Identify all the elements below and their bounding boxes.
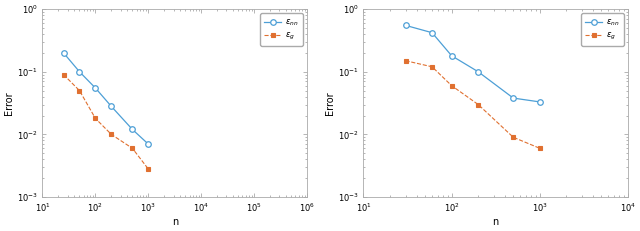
$\epsilon_{nn}$ bbox=[60, 52, 67, 54]
$\epsilon_{nn}$ bbox=[428, 31, 436, 34]
$\epsilon_g$ bbox=[428, 65, 436, 68]
Y-axis label: Error: Error bbox=[325, 91, 335, 115]
$\epsilon_g$ bbox=[509, 136, 517, 139]
$\epsilon_{nn}$ bbox=[448, 54, 456, 57]
$\epsilon_g$ bbox=[60, 73, 67, 76]
$\epsilon_g$ bbox=[402, 59, 410, 62]
$\epsilon_{nn}$ bbox=[474, 70, 482, 73]
Legend: $\epsilon_{nn}$, $\epsilon_g$: $\epsilon_{nn}$, $\epsilon_g$ bbox=[260, 13, 303, 46]
$\epsilon_{nn}$ bbox=[402, 24, 410, 27]
$\epsilon_g$ bbox=[92, 117, 99, 120]
$\epsilon_{nn}$ bbox=[108, 105, 115, 108]
X-axis label: n: n bbox=[493, 217, 499, 227]
$\epsilon_g$ bbox=[474, 103, 482, 106]
Line: $\epsilon_g$: $\epsilon_g$ bbox=[61, 72, 151, 171]
Line: $\epsilon_g$: $\epsilon_g$ bbox=[403, 58, 542, 151]
$\epsilon_g$ bbox=[108, 133, 115, 136]
$\epsilon_g$ bbox=[145, 168, 152, 170]
$\epsilon_{nn}$ bbox=[129, 128, 136, 131]
$\epsilon_g$ bbox=[536, 147, 543, 150]
X-axis label: n: n bbox=[172, 217, 178, 227]
$\epsilon_g$ bbox=[448, 84, 456, 87]
$\epsilon_{nn}$ bbox=[145, 143, 152, 146]
$\epsilon_{nn}$ bbox=[509, 97, 517, 100]
$\epsilon_{nn}$ bbox=[536, 100, 543, 103]
$\epsilon_g$ bbox=[76, 89, 83, 92]
Y-axis label: Error: Error bbox=[4, 91, 14, 115]
$\epsilon_{nn}$ bbox=[76, 70, 83, 73]
Legend: $\epsilon_{nn}$, $\epsilon_g$: $\epsilon_{nn}$, $\epsilon_g$ bbox=[581, 13, 624, 46]
Line: $\epsilon_{nn}$: $\epsilon_{nn}$ bbox=[403, 23, 543, 105]
$\epsilon_g$ bbox=[129, 147, 136, 150]
Line: $\epsilon_{nn}$: $\epsilon_{nn}$ bbox=[61, 50, 151, 147]
$\epsilon_{nn}$ bbox=[92, 87, 99, 89]
